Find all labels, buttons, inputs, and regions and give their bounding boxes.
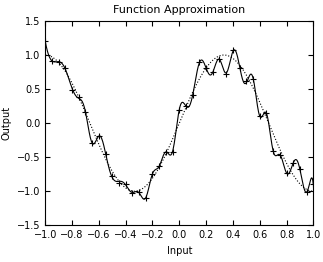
X-axis label: Input: Input <box>167 246 192 256</box>
Y-axis label: Output: Output <box>1 106 11 140</box>
Title: Function Approximation: Function Approximation <box>113 5 245 15</box>
